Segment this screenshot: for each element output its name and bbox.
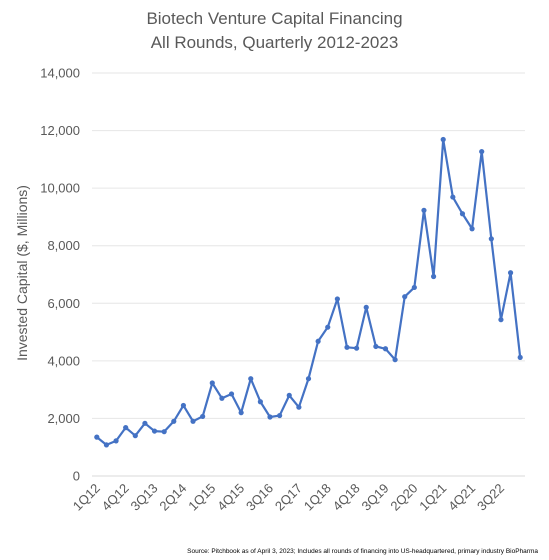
x-tick-label: 2Q20 bbox=[387, 481, 420, 514]
y-axis-label: Invested Capital ($, Millions) bbox=[14, 185, 30, 361]
data-point bbox=[411, 284, 417, 291]
data-point bbox=[479, 148, 485, 155]
data-point bbox=[469, 226, 475, 232]
data-point bbox=[325, 324, 331, 330]
data-point bbox=[392, 357, 398, 363]
data-point bbox=[238, 410, 244, 416]
data-point bbox=[450, 194, 456, 200]
data-point bbox=[219, 395, 225, 401]
data-point bbox=[488, 236, 494, 242]
x-tick-label: 1Q15 bbox=[185, 481, 218, 514]
data-point bbox=[103, 442, 110, 448]
y-tick-label: 14,000 bbox=[40, 66, 80, 81]
y-tick-label: 2,000 bbox=[47, 411, 80, 426]
data-point bbox=[277, 412, 283, 419]
data-point bbox=[344, 344, 350, 350]
data-point bbox=[286, 392, 292, 398]
data-point bbox=[354, 345, 360, 351]
data-point bbox=[200, 413, 206, 420]
x-tick-label: 4Q12 bbox=[99, 481, 132, 514]
x-tick-label: 1Q21 bbox=[416, 481, 449, 514]
data-point bbox=[421, 207, 427, 213]
x-tick-label: 3Q19 bbox=[358, 481, 391, 514]
x-tick-label: 1Q18 bbox=[301, 481, 334, 514]
data-point bbox=[334, 296, 340, 302]
data-point bbox=[315, 338, 321, 344]
data-point bbox=[257, 399, 263, 405]
data-point bbox=[132, 433, 138, 439]
data-point bbox=[228, 391, 235, 397]
y-tick-label: 12,000 bbox=[40, 123, 80, 138]
series-invested-capital bbox=[94, 136, 523, 448]
x-tick-label: 4Q15 bbox=[214, 481, 247, 514]
y-tick-label: 0 bbox=[73, 469, 80, 484]
data-point bbox=[430, 273, 437, 280]
data-point bbox=[94, 434, 100, 440]
data-point bbox=[248, 376, 254, 382]
x-axis-ticks: 1Q124Q123Q132Q141Q154Q153Q162Q171Q184Q18… bbox=[70, 481, 507, 514]
gridlines bbox=[92, 72, 525, 477]
data-point bbox=[142, 420, 148, 426]
x-tick-label: 4Q18 bbox=[330, 481, 363, 514]
data-point bbox=[190, 418, 196, 424]
data-point bbox=[440, 136, 446, 143]
y-tick-label: 8,000 bbox=[47, 238, 80, 253]
y-tick-label: 10,000 bbox=[40, 181, 80, 196]
series-line bbox=[96, 138, 522, 447]
data-point bbox=[363, 304, 369, 310]
data-point bbox=[373, 343, 379, 350]
data-point bbox=[382, 346, 389, 352]
data-point bbox=[209, 380, 215, 386]
data-point bbox=[171, 418, 177, 424]
data-point bbox=[507, 270, 514, 276]
chart-title-line-1: Biotech Venture Capital Financing bbox=[146, 9, 402, 28]
data-point bbox=[267, 414, 273, 420]
data-point bbox=[296, 404, 302, 410]
data-point bbox=[459, 211, 466, 217]
y-tick-label: 4,000 bbox=[47, 353, 80, 368]
data-point bbox=[151, 428, 158, 434]
chart-title-line-2: All Rounds, Quarterly 2012-2023 bbox=[151, 33, 399, 52]
data-point bbox=[180, 402, 187, 409]
data-point bbox=[123, 425, 129, 431]
x-tick-label: 2Q17 bbox=[272, 481, 305, 514]
data-point bbox=[517, 354, 523, 361]
x-tick-label: 3Q13 bbox=[128, 481, 161, 514]
source-note: Source: Pitchbook as of April 3, 2023; I… bbox=[187, 548, 538, 555]
data-point bbox=[113, 438, 119, 444]
x-tick-label: 1Q12 bbox=[70, 481, 103, 514]
x-tick-label: 3Q22 bbox=[474, 481, 507, 514]
y-axis-ticks: 0 2,000 4,000 6,000 8,000 10,000 12,000 14,000 bbox=[40, 66, 80, 484]
y-tick-label: 6,000 bbox=[47, 296, 80, 311]
x-tick-label: 4Q21 bbox=[445, 481, 478, 514]
data-point bbox=[498, 317, 504, 323]
data-point bbox=[305, 376, 312, 382]
x-tick-label: 2Q14 bbox=[156, 481, 189, 514]
x-tick-label: 3Q16 bbox=[243, 481, 276, 514]
data-point bbox=[402, 294, 408, 300]
data-point bbox=[161, 429, 167, 435]
